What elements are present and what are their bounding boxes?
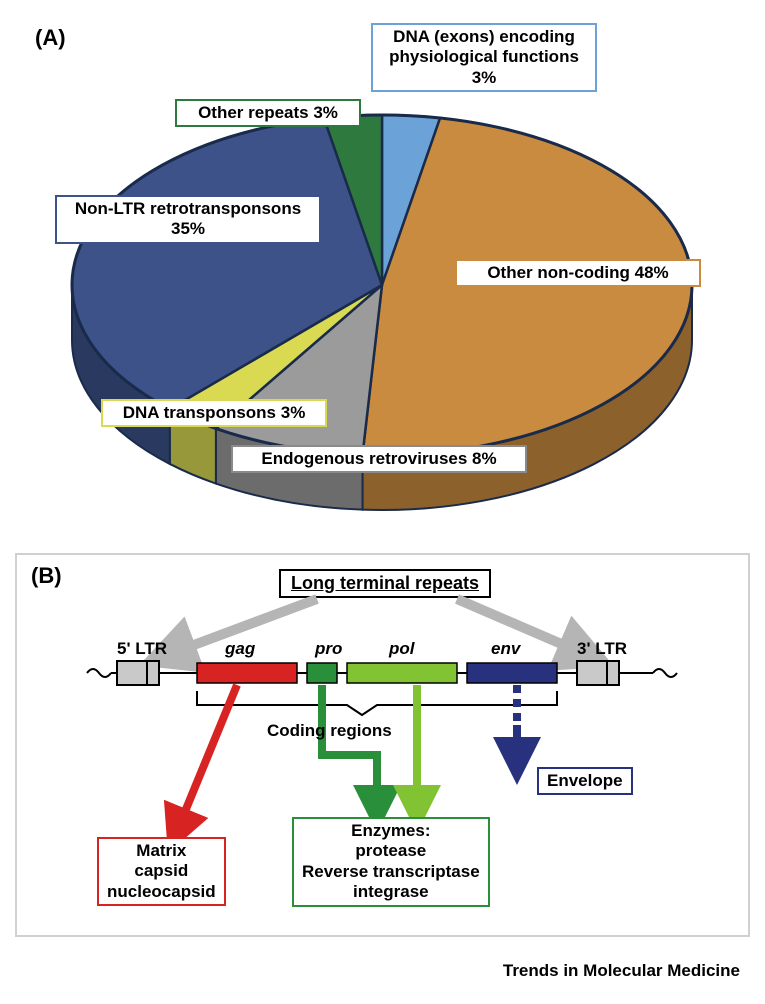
label-nonltr: Non-LTR retrotransponsons35%: [55, 195, 321, 244]
pol-label: pol: [389, 639, 415, 659]
panel-a-tag: (A): [35, 25, 66, 51]
panel-a: (A) DNA (exons) encodingphysiological fu…: [15, 15, 750, 535]
gag-arrow: [177, 685, 237, 831]
pro-label: pro: [315, 639, 342, 659]
enzymes-box: Enzymes:proteaseReverse transcriptaseint…: [292, 817, 490, 907]
panel-b: (B) Long terminal repeats 5' LTR 3' LTR …: [15, 553, 750, 937]
pro-arrow: [322, 685, 377, 809]
label-other: Other repeats 3%: [175, 99, 361, 127]
env-gene: [467, 663, 557, 683]
ltr-3-label: 3' LTR: [577, 639, 627, 659]
env-label: env: [491, 639, 520, 659]
pro-gene: [307, 663, 337, 683]
label-exons: DNA (exons) encodingphysiological functi…: [371, 23, 597, 92]
label-noncoding: Other non-coding 48%: [455, 259, 701, 287]
footer-credit: Trends in Molecular Medicine: [15, 955, 750, 981]
gag-label: gag: [225, 639, 255, 659]
enzymes-text: Enzymes:proteaseReverse transcriptaseint…: [302, 821, 480, 901]
coding-bracket: [197, 691, 557, 715]
matrix-box: Matrixcapsidnucleocapsid: [97, 837, 226, 906]
envelope-text: Envelope: [547, 771, 623, 790]
ltr-5-label: 5' LTR: [117, 639, 167, 659]
envelope-box: Envelope: [537, 767, 633, 795]
matrix-text: Matrixcapsidnucleocapsid: [107, 841, 216, 901]
coding-regions-label: Coding regions: [267, 721, 392, 741]
ltr-arrow-right: [457, 599, 587, 655]
pol-gene: [347, 663, 457, 683]
gag-gene: [197, 663, 297, 683]
label-erv: Endogenous retroviruses 8%: [231, 445, 527, 473]
label-dnatrans: DNA transponsons 3%: [101, 399, 327, 427]
